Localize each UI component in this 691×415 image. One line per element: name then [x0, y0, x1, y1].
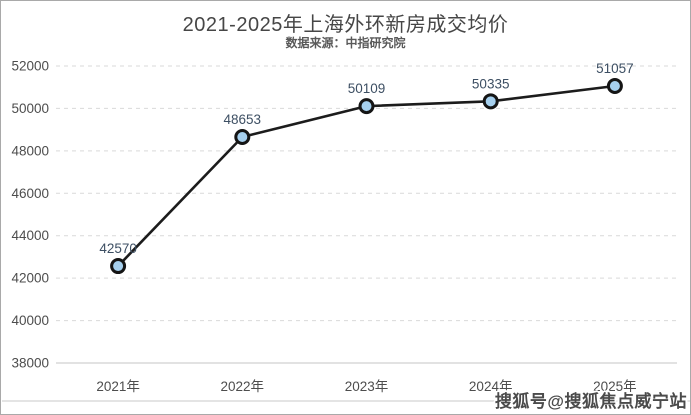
y-axis-tick-label: 48000	[11, 143, 49, 158]
data-point-label: 50109	[348, 81, 386, 96]
y-axis-tick-label: 42000	[11, 271, 49, 286]
data-point-label: 50335	[472, 76, 510, 91]
data-point-marker	[110, 258, 127, 275]
data-point-marker	[234, 129, 251, 146]
chart-subtitle: 数据来源：中指研究院	[285, 36, 406, 50]
y-axis-tick-label: 52000	[11, 59, 49, 74]
y-axis-tick-label: 44000	[11, 228, 49, 243]
data-point-label: 51057	[596, 61, 634, 76]
data-point-marker	[606, 78, 623, 95]
y-axis-tick-label: 40000	[11, 313, 49, 328]
data-point-marker	[358, 98, 375, 115]
x-axis-tick-label: 2022年	[221, 379, 265, 394]
x-axis-tick-label: 2021年	[96, 379, 140, 394]
chart-title: 2021-2025年上海外环新房成交均价	[182, 14, 509, 36]
watermark-text: 搜狐号@搜狐焦点威宁站	[494, 392, 687, 411]
y-axis-tick-label: 46000	[11, 186, 49, 201]
data-point-label: 42570	[99, 241, 137, 256]
data-point-label: 48653	[224, 112, 262, 127]
data-point-marker	[482, 93, 499, 110]
y-axis-tick-label: 38000	[11, 356, 49, 371]
x-axis-tick-label: 2025年	[593, 379, 637, 394]
x-axis-tick-label: 2023年	[345, 379, 389, 394]
y-axis-tick-label: 50000	[11, 101, 49, 116]
x-axis-tick-label: 2024年	[469, 379, 513, 394]
